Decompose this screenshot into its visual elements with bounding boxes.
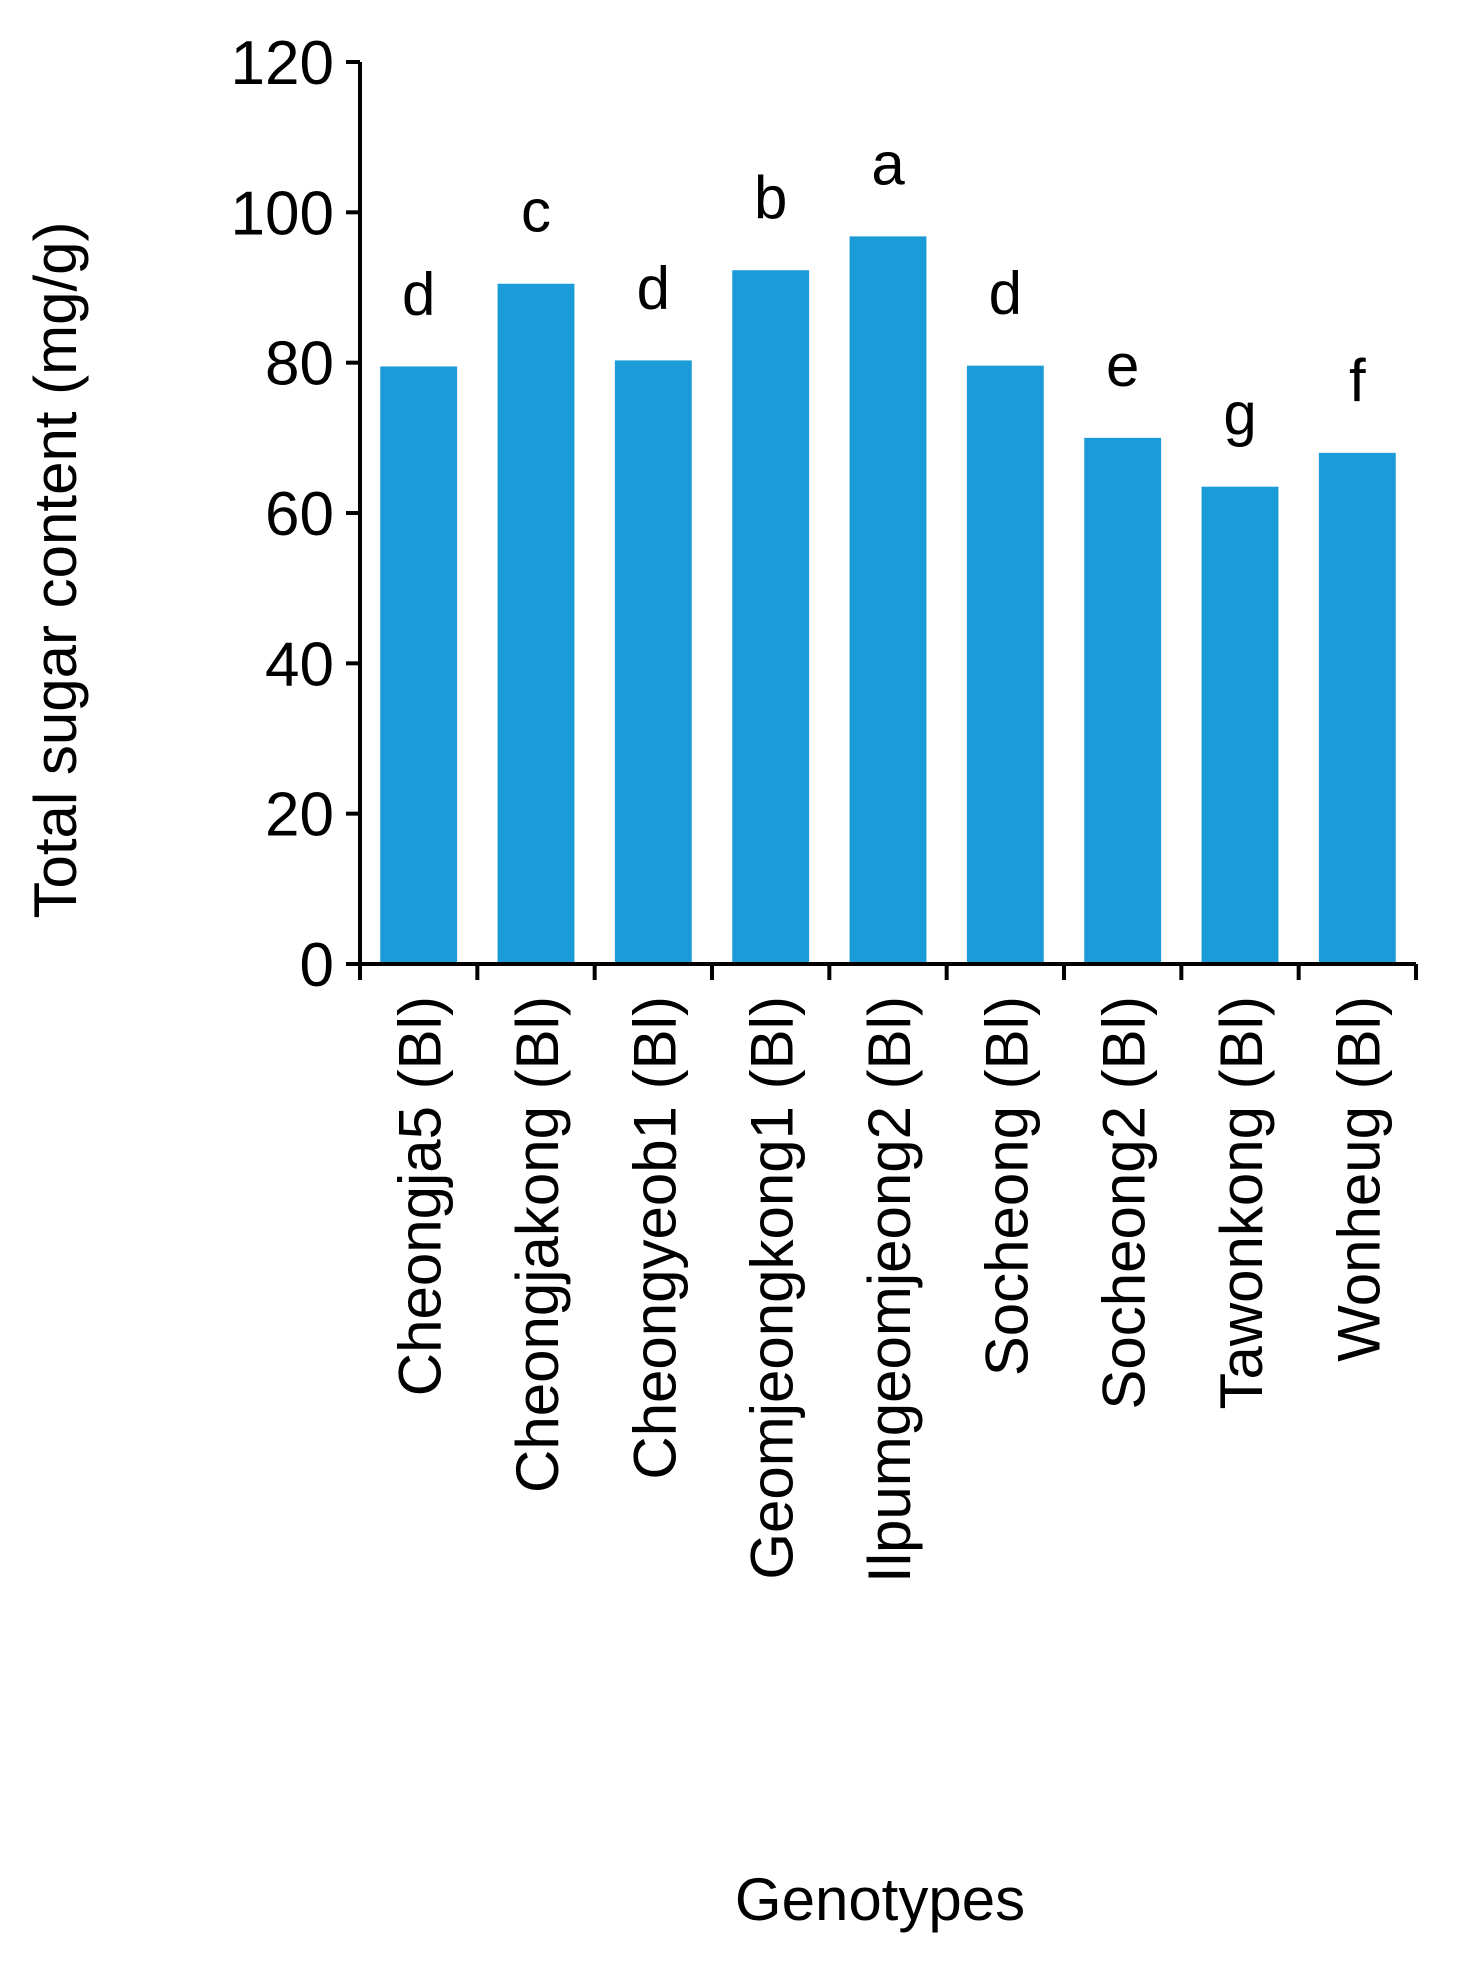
bar [497,283,575,964]
significance-letter: c [521,178,551,245]
y-axis-ticks: 0 20 40 60 80 100 120 [231,29,360,1000]
y-tick-label: 80 [265,330,334,399]
x-tick-label: Cheongjakong (Bl) [504,996,571,1493]
bar [732,270,810,964]
y-tick-label: 120 [231,29,334,98]
y-axis-title: Total sugar content (mg/g) [22,221,89,918]
significance-letter: d [989,260,1022,327]
y-tick-label: 20 [265,781,334,850]
y-tick-label: 0 [300,931,334,1000]
x-tick-label: Socheong2 (Bl) [1091,996,1158,1410]
x-tick-label: Ilpumgeomjeong2 (Bl) [856,996,923,1583]
significance-letter: f [1349,347,1366,414]
y-tick-label: 40 [265,630,334,699]
x-axis-tick-labels: Cheongja5 (Bl) Cheongjakong (Bl) Cheongyeo… [387,996,1393,1583]
bar [380,366,458,964]
significance-letters: d c d b a d e g f [402,130,1366,447]
axes [358,62,1418,980]
x-tick-label: Cheongyeob1 (Bl) [621,996,688,1480]
y-tick-label: 60 [265,480,334,549]
significance-letter: g [1223,381,1256,448]
significance-letter: d [637,254,670,321]
x-tick-label: Geomjeongkong1 (Bl) [739,996,806,1580]
bars [380,236,1396,965]
significance-letter: e [1106,332,1139,399]
y-tick-label: 100 [231,179,334,248]
significance-letter: b [754,164,787,231]
bar [614,360,692,965]
bar [1318,452,1396,964]
significance-letter: d [402,260,435,327]
significance-letter: a [871,130,905,197]
x-tick-label: Socheong (Bl) [973,996,1040,1376]
x-axis-title: Genotypes [735,1866,1025,1933]
bar [1084,437,1162,964]
bar [849,236,927,965]
bar [1201,486,1279,964]
x-tick-label: Tawonkong (Bl) [1208,996,1275,1410]
x-tick-label: Cheongja5 (Bl) [387,996,454,1396]
x-tick-label: Wonheug (Bl) [1325,996,1392,1362]
bar [966,365,1044,964]
